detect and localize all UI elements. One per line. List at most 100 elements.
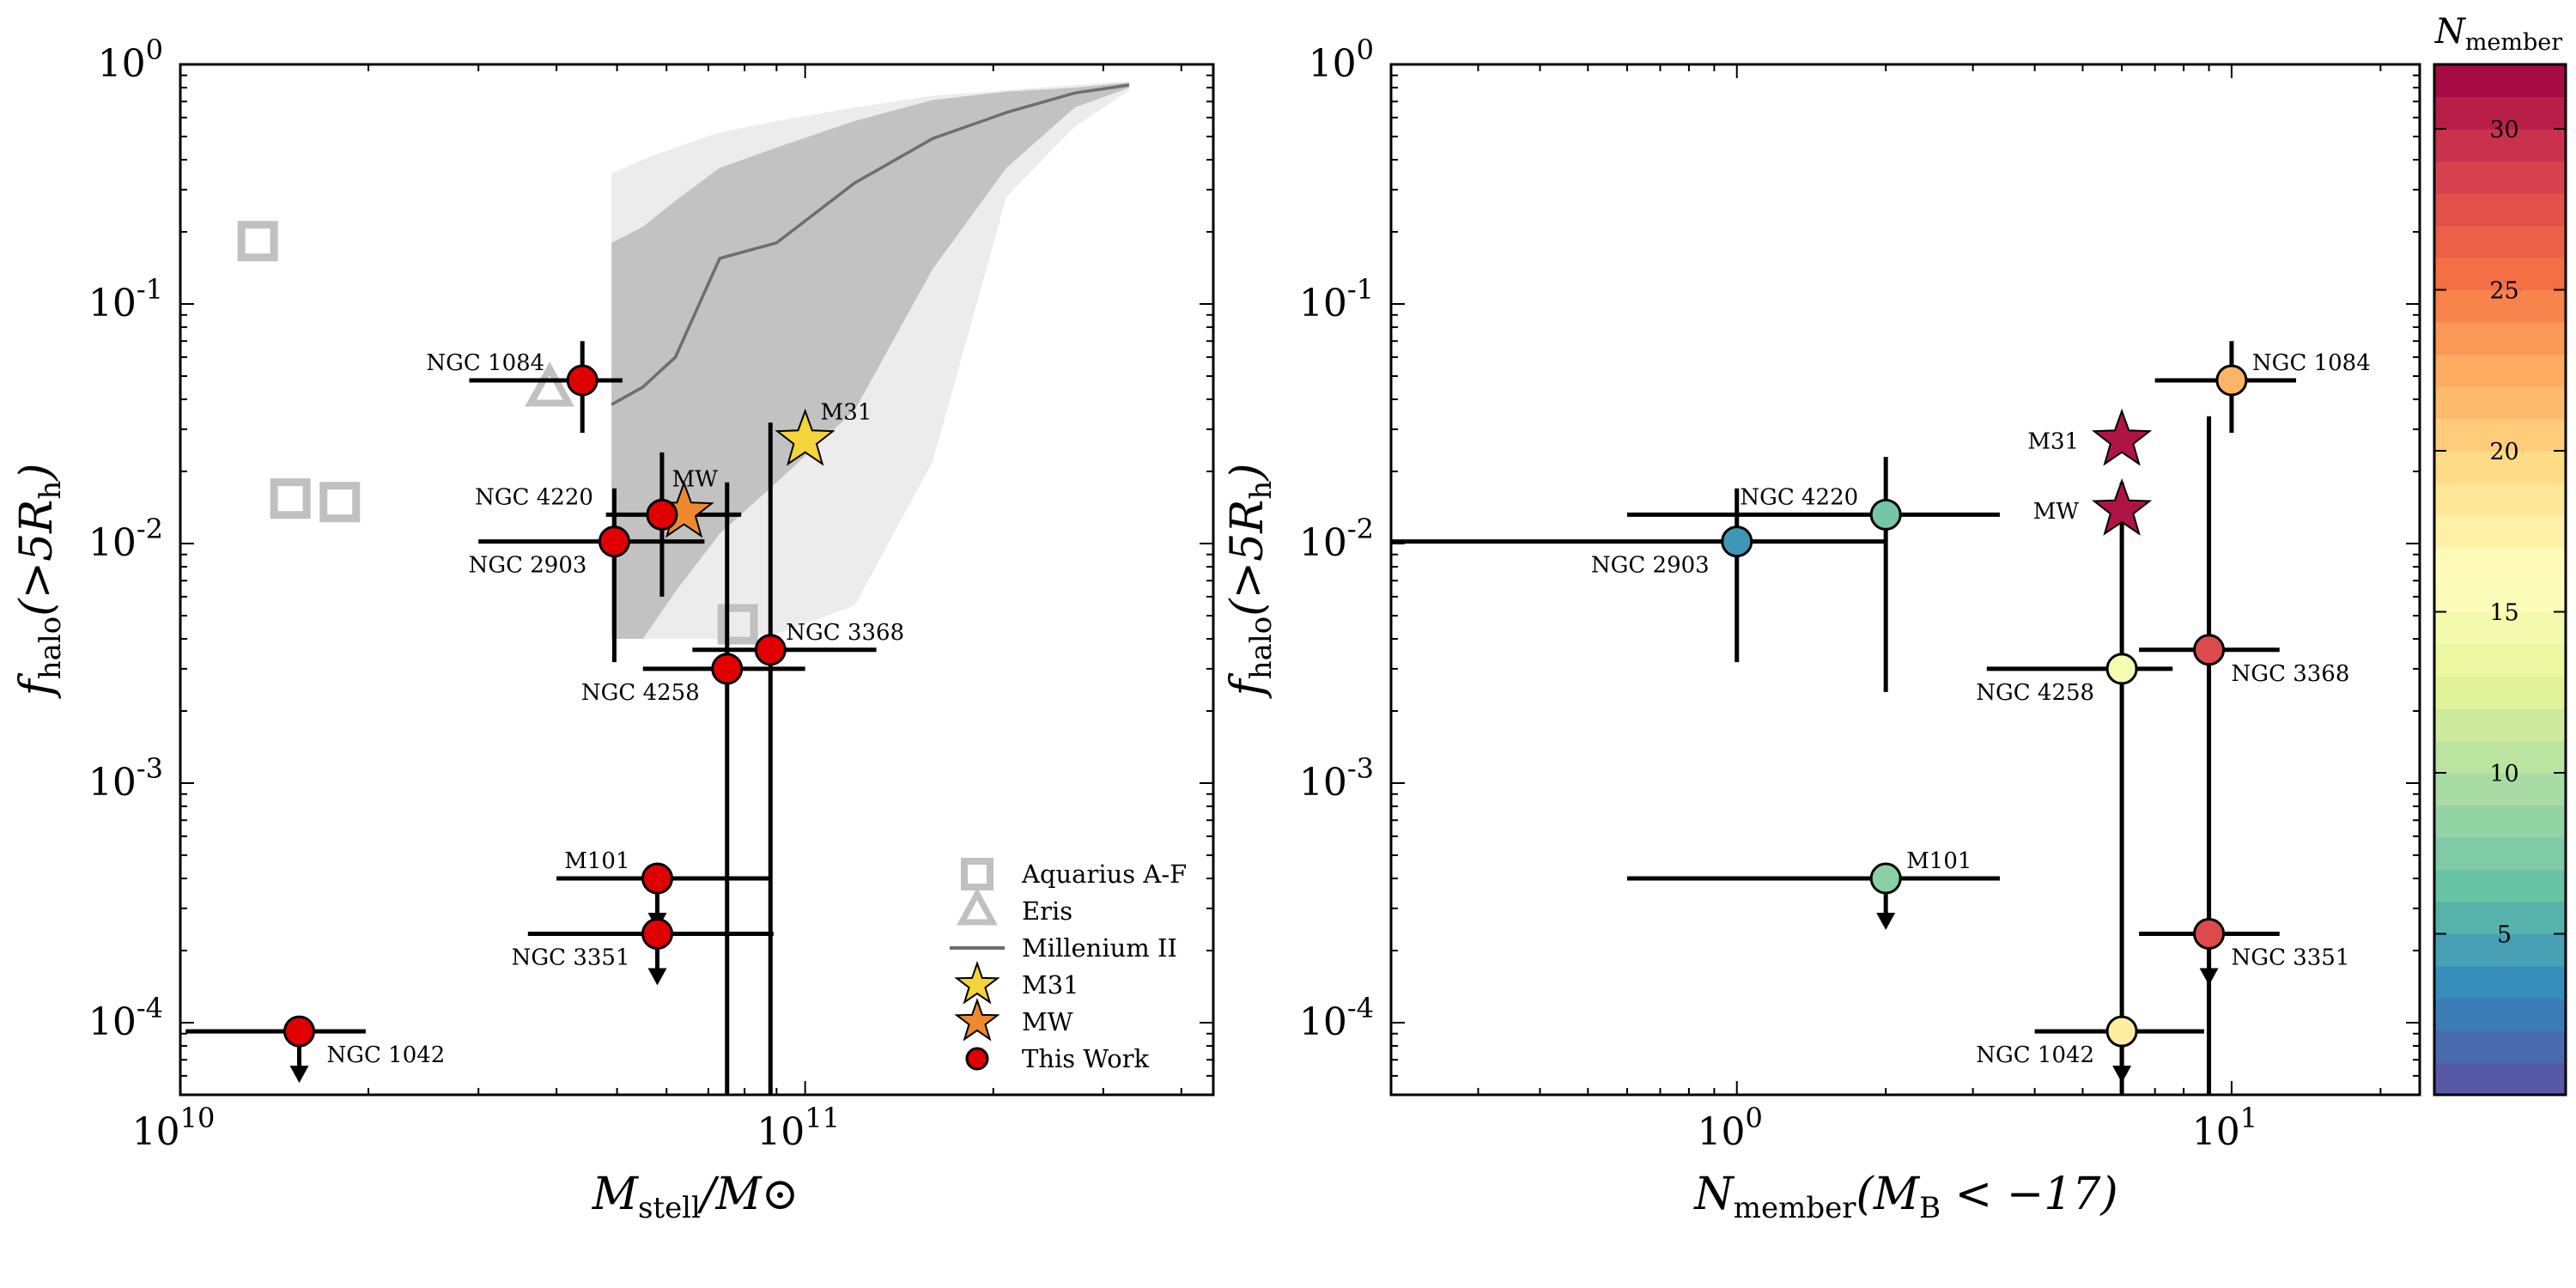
millenium-median-line [611, 83, 1130, 406]
colorbar-step [2434, 773, 2566, 806]
colorbar-step [2434, 289, 2566, 323]
this-work-marker [641, 917, 674, 950]
point-label: NGC 3368 [786, 620, 904, 646]
y-tick-label: 10-4 [88, 992, 163, 1044]
tick-base: 10 [1299, 521, 1347, 565]
colorbar-step [2434, 933, 2566, 967]
colorbar-step [2434, 547, 2566, 580]
star-marker-mw [2092, 478, 2153, 536]
colorbar-step [2434, 225, 2566, 258]
this-work-marker [711, 653, 744, 685]
this-work-marker [646, 498, 678, 531]
tick-base: 10 [88, 282, 137, 325]
tick-base: 10 [1299, 282, 1347, 325]
tick-exponent: -3 [1347, 752, 1374, 785]
y-tick-label: 10-1 [1299, 273, 1374, 325]
x-axis-title-part: /M⊙ [696, 1169, 799, 1220]
tick-exponent: -1 [137, 273, 163, 306]
point-label: NGC 1084 [2252, 350, 2371, 376]
colorbar-step [2434, 193, 2566, 227]
star-marker-m31 [775, 408, 835, 466]
colorbar-title: Nmember [2434, 12, 2562, 56]
upper-limit-arrow [289, 1066, 309, 1084]
y-tick-label: 100 [98, 33, 163, 86]
colorbar-step [2434, 644, 2566, 677]
colorbar-tick-label: 25 [2489, 278, 2518, 305]
tick-base: 10 [88, 521, 137, 565]
colorbar-tick-label: 15 [2489, 600, 2518, 627]
point-label: M101 [1906, 848, 1971, 874]
point-label: NGC 3351 [2232, 945, 2350, 970]
tick-exponent: -2 [137, 513, 163, 545]
x-axis-title: Mstell/M⊙ [592, 1169, 799, 1225]
this-work-marker [2193, 917, 2226, 950]
colorbar-step [2434, 611, 2566, 645]
y-axis-title-part: ) [1222, 463, 1273, 481]
tick-exponent: -4 [1347, 992, 1374, 1024]
colorbar-step [2434, 386, 2566, 420]
this-work-marker [598, 526, 630, 558]
x-tick-label: 100 [1698, 1102, 1763, 1154]
point-label: NGC 4258 [1976, 680, 2094, 706]
tick-exponent: 0 [1357, 33, 1374, 66]
aquarius-marker [237, 221, 278, 262]
tick-exponent: 11 [805, 1102, 840, 1134]
upper-limit-arrow [2199, 968, 2219, 986]
y-axis-title-part: halo [33, 617, 68, 680]
this-work-marker [2105, 1015, 2138, 1048]
x-axis-title-part: N [1692, 1169, 1735, 1220]
legend-this-work-swatch [965, 1047, 989, 1071]
tick-exponent: -1 [1347, 273, 1374, 306]
point-label: NGC 4258 [581, 680, 700, 706]
colorbar-step [2434, 998, 2566, 1031]
colorbar-step [2434, 740, 2566, 774]
point-label: NGC 4220 [475, 484, 593, 510]
x-axis-title-part: (M [1856, 1169, 1921, 1220]
point-label: M31 [2027, 429, 2079, 455]
colorbar-step [2434, 805, 2566, 838]
legend-aquarius-swatch [961, 858, 993, 890]
tick-exponent: -3 [137, 752, 163, 785]
y-tick-label: 10-2 [1299, 513, 1374, 565]
colorbar-step [2434, 129, 2566, 162]
legend-label: Aquarius A-F [1021, 860, 1187, 889]
this-work-marker [2105, 653, 2138, 685]
legend-eris-swatch [957, 887, 998, 926]
upper-limit-arrow [1876, 913, 1896, 931]
colorbar-step [2434, 451, 2566, 484]
point-label: M31 [821, 400, 872, 426]
colorbar-step [2434, 676, 2566, 709]
point-label: NGC 3351 [512, 945, 630, 970]
point-label: NGC 1084 [426, 350, 544, 376]
colorbar-step [2434, 418, 2566, 452]
colorbar-step [2434, 161, 2566, 194]
aquarius-marker [717, 604, 758, 645]
point-label: MW [2033, 499, 2080, 525]
colorbar-step [2434, 837, 2566, 871]
colorbar-step [2434, 1030, 2566, 1064]
y-tick-label: 10-4 [1299, 992, 1374, 1044]
y-tick-label: 10-3 [88, 752, 163, 805]
x-tick-label: 101 [2192, 1102, 2257, 1154]
tick-exponent: -4 [137, 992, 163, 1024]
x-axis-title-part: M [592, 1169, 640, 1220]
aquarius-marker [319, 482, 361, 523]
legend-label: M31 [1022, 970, 1079, 999]
point-label: NGC 3368 [2232, 661, 2350, 687]
y-axis-title-part: h [33, 481, 68, 500]
colorbar-step [2434, 869, 2566, 902]
tick-exponent: 0 [146, 33, 163, 66]
colorbar-step [2434, 483, 2566, 516]
y-axis-title-part: ) [11, 463, 63, 481]
colorbar-step [2434, 580, 2566, 613]
this-work-marker [283, 1015, 315, 1048]
tick-base: 10 [1698, 1110, 1746, 1154]
tick-base: 10 [98, 42, 146, 86]
colorbar-tick-label: 10 [2489, 761, 2518, 787]
this-work-marker [1869, 862, 1902, 895]
colorbar-step [2434, 902, 2566, 935]
colorbar-title-part: member [2465, 29, 2562, 56]
x-tick-label: 1010 [132, 1102, 216, 1154]
point-label: NGC 4220 [1740, 484, 1858, 510]
